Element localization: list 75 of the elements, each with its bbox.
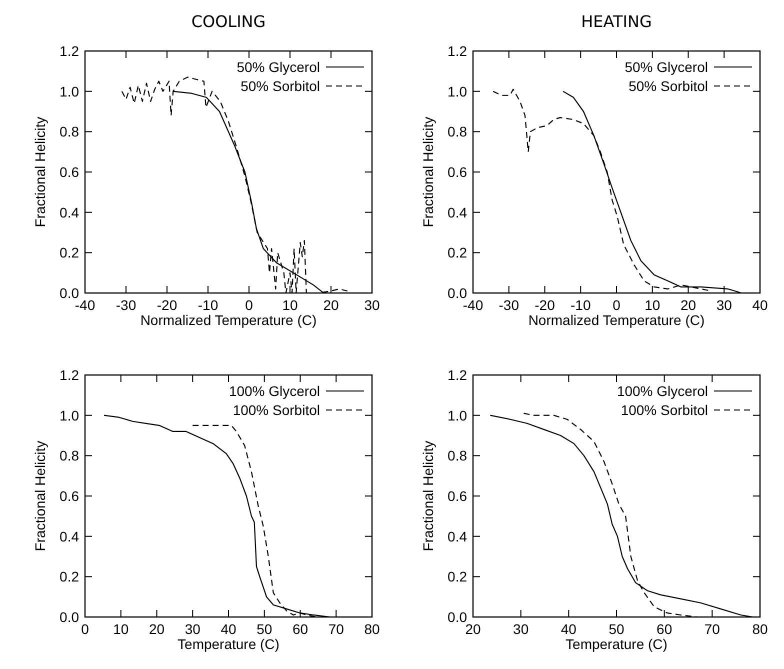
x-tick-label: 50 <box>608 621 624 637</box>
y-tick-label: 0.8 <box>448 124 468 140</box>
x-tick-label: 0 <box>245 297 254 313</box>
x-tick-label: 20 <box>465 621 481 637</box>
y-tick-label: 1.0 <box>60 407 80 424</box>
x-tick-label: 80 <box>752 621 768 637</box>
y-axis-title: Fractional Helicity <box>420 116 436 228</box>
x-tick-label: -10 <box>570 297 591 313</box>
y-tick-label: 0.4 <box>60 204 80 220</box>
x-tick-label: 10 <box>282 297 298 313</box>
y-axis-title: Fractional Helicity <box>420 440 436 552</box>
x-tick-label: 40 <box>220 621 236 637</box>
x-axis-title: Temperature (C) <box>178 636 280 652</box>
x-tick-label: 30 <box>364 297 380 313</box>
x-tick-label: 10 <box>644 297 660 313</box>
y-tick-label: 0.8 <box>448 448 468 464</box>
y-tick-label: 1.0 <box>60 83 80 100</box>
y-tick-label: 0.8 <box>60 124 80 140</box>
x-tick-label: 50 <box>256 621 272 637</box>
x-tick-label: 0 <box>81 621 90 637</box>
x-tick-label: 0 <box>612 297 621 313</box>
x-tick-label: -30 <box>116 297 136 313</box>
x-tick-label: 80 <box>364 621 380 637</box>
legend-label: 50% Sorbitol <box>628 78 708 94</box>
y-tick-label: 1.0 <box>448 83 468 100</box>
x-tick-label: 40 <box>560 621 577 637</box>
x-tick-label: 70 <box>704 621 720 637</box>
x-axis-title: Normalized Temperature (C) <box>528 312 705 328</box>
y-tick-label: 0.0 <box>60 609 80 625</box>
x-axis-title: Temperature (C) <box>566 636 668 652</box>
legend-label: 100% Sorbitol <box>232 402 320 418</box>
y-axis-title: Fractional Helicity <box>32 116 48 228</box>
y-tick-label: 0.6 <box>60 164 80 180</box>
x-axis-title: Normalized Temperature (C) <box>140 312 317 328</box>
x-tick-label: 70 <box>328 621 344 637</box>
y-tick-label: 0.4 <box>60 528 80 544</box>
y-tick-label: 1.2 <box>60 43 80 59</box>
y-tick-label: 1.2 <box>448 43 468 59</box>
legend-label: 50% Sorbitol <box>240 78 320 94</box>
y-tick-label: 1.2 <box>60 367 80 383</box>
x-tick-label: 40 <box>752 297 768 313</box>
legend-label: 50% Glycerol <box>624 59 708 75</box>
x-tick-label: 20 <box>323 297 339 313</box>
y-tick-label: 0.4 <box>448 204 468 220</box>
y-axis-title: Fractional Helicity <box>32 440 48 552</box>
legend-label: 100% Sorbitol <box>620 402 708 418</box>
y-tick-label: 0.6 <box>448 488 468 504</box>
x-tick-label: -30 <box>498 297 520 313</box>
chart-title: COOLING <box>191 12 266 31</box>
y-tick-label: 0.6 <box>448 164 468 180</box>
y-tick-label: 0.6 <box>60 488 80 504</box>
y-tick-label: 0.2 <box>60 568 80 585</box>
x-tick-label: 30 <box>513 621 529 637</box>
x-tick-label: 30 <box>716 297 732 313</box>
y-tick-label: 0.0 <box>448 609 468 625</box>
y-tick-label: 1.2 <box>448 367 468 383</box>
y-tick-label: 0.2 <box>60 244 80 261</box>
y-tick-label: 0.2 <box>448 568 468 585</box>
x-tick-label: 20 <box>680 297 696 313</box>
x-tick-label: 20 <box>148 621 165 637</box>
chart-title: HEATING <box>581 12 652 31</box>
y-tick-label: 0.2 <box>448 244 468 261</box>
legend-label: 50% Glycerol <box>236 59 320 75</box>
x-tick-label: -10 <box>198 297 218 313</box>
legend-label: 100% Glycerol <box>228 383 320 399</box>
x-tick-label: -20 <box>156 297 178 313</box>
x-tick-label: -20 <box>534 297 556 313</box>
y-tick-label: 0.4 <box>448 528 468 544</box>
x-tick-label: 60 <box>292 621 308 637</box>
x-tick-label: 30 <box>184 621 201 637</box>
x-tick-label: 10 <box>113 621 129 637</box>
y-tick-label: 1.0 <box>448 407 468 424</box>
x-tick-label: 60 <box>656 621 672 637</box>
y-tick-label: 0.8 <box>60 448 80 464</box>
legend-label: 100% Glycerol <box>616 383 708 399</box>
